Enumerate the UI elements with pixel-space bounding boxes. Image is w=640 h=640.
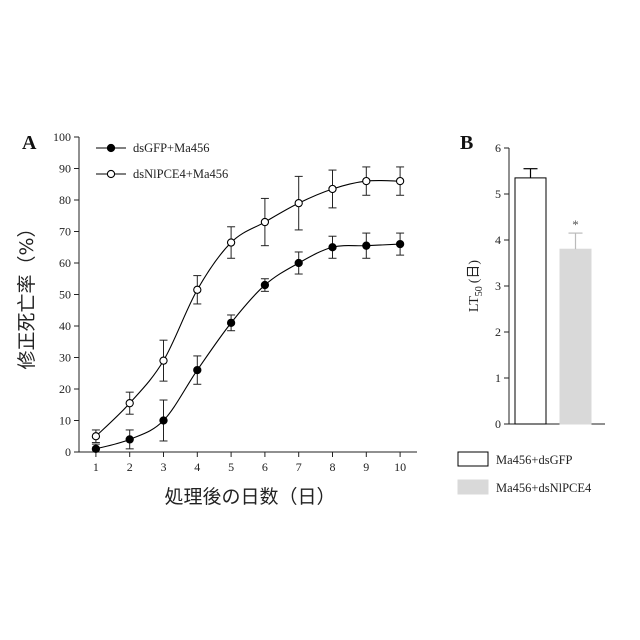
- y-tick-label: 2: [495, 325, 501, 339]
- x-tick-label: 4: [194, 460, 200, 474]
- x-tick-label: 10: [394, 460, 406, 474]
- legend-swatch: [458, 452, 488, 466]
- panel-a-series: [92, 167, 404, 453]
- data-point: [363, 178, 370, 185]
- data-point: [363, 242, 370, 249]
- panel-b-y-axis-label-sub: 50: [474, 286, 485, 296]
- panel-b-y-axis-label: LT50 (日): [467, 260, 485, 312]
- data-point: [261, 281, 268, 288]
- y-tick-label: 6: [495, 141, 501, 155]
- data-point: [329, 244, 336, 251]
- legend-label: dsNlPCE4+Ma456: [133, 167, 228, 181]
- legend-swatch: [458, 480, 488, 494]
- data-point: [194, 286, 201, 293]
- data-point: [295, 259, 302, 266]
- data-point: [126, 436, 133, 443]
- panel-a-legend: dsGFP+Ma456 dsNlPCE4+Ma456: [96, 141, 228, 181]
- legend-marker: [107, 170, 114, 177]
- data-point: [194, 367, 201, 374]
- data-point: [126, 400, 133, 407]
- y-tick-label: 4: [495, 233, 501, 247]
- y-tick-label: 100: [53, 130, 71, 144]
- series-line: [96, 244, 400, 449]
- y-tick-label: 20: [59, 382, 71, 396]
- panel-b-bars: *: [515, 169, 591, 424]
- data-point: [261, 218, 268, 225]
- panel-b-letter: B: [460, 132, 473, 154]
- x-tick-label: 8: [330, 460, 336, 474]
- data-point: [228, 319, 235, 326]
- y-tick-label: 30: [59, 351, 71, 365]
- series-line: [96, 181, 400, 437]
- x-tick-label: 5: [228, 460, 234, 474]
- panel-b-y-axis-label-main: LT: [467, 296, 482, 312]
- y-tick-label: 60: [59, 256, 71, 270]
- y-tick-label: 1: [495, 371, 501, 385]
- panel-a-y-axis-label: 修正死亡率（%）: [16, 218, 38, 369]
- x-tick-label: 7: [296, 460, 302, 474]
- panel-a-letter: A: [22, 132, 37, 154]
- data-point: [397, 178, 404, 185]
- panel-b-bar-chart: 0 1 2 3 4 5 6 * Ma456+dsGFP Ma456+dsNlPCE4 LT50…: [458, 141, 605, 495]
- panel-a-x-axis-label: 処理後の日数（日）: [164, 486, 335, 508]
- panel-b-y-axis-label-unit: (日): [467, 260, 482, 284]
- x-tick-label: 2: [127, 460, 133, 474]
- x-tick-label: 6: [262, 460, 268, 474]
- data-point: [228, 239, 235, 246]
- series-0: [92, 233, 404, 452]
- legend-label: Ma456+dsNlPCE4: [496, 481, 592, 495]
- data-point: [329, 185, 336, 192]
- legend-marker: [107, 144, 114, 151]
- bar: [560, 249, 591, 424]
- y-tick-label: 0: [65, 445, 71, 459]
- series-1: [92, 167, 404, 443]
- data-point: [295, 200, 302, 207]
- panel-a-line-chart: 0 10 20 30 40 50 60 70 80 90 100 1 2 3 4 5 6 7 8 9 10 dsGFP…: [16, 130, 417, 508]
- y-tick-label: 0: [495, 417, 501, 431]
- y-tick-label: 3: [495, 279, 501, 293]
- x-tick-label: 3: [161, 460, 167, 474]
- y-tick-label: 70: [59, 225, 71, 239]
- y-tick-label: 50: [59, 288, 71, 302]
- data-point: [92, 445, 99, 452]
- bar: [515, 178, 546, 424]
- data-point: [160, 357, 167, 364]
- data-point: [397, 241, 404, 248]
- data-point: [160, 417, 167, 424]
- panel-a-x-ticks: 1 2 3 4 5 6 7 8 9 10: [93, 452, 406, 474]
- legend-label: Ma456+dsGFP: [496, 453, 573, 467]
- panel-b-legend: Ma456+dsGFP Ma456+dsNlPCE4: [458, 452, 592, 495]
- y-tick-label: 80: [59, 193, 71, 207]
- y-tick-label: 90: [59, 162, 71, 176]
- panel-b-y-ticks: 0 1 2 3 4 5 6: [495, 141, 509, 431]
- significance-marker: *: [572, 217, 579, 232]
- data-point: [92, 433, 99, 440]
- y-tick-label: 10: [59, 414, 71, 428]
- y-tick-label: 5: [495, 187, 501, 201]
- x-tick-label: 1: [93, 460, 99, 474]
- panel-a-y-ticks: 0 10 20 30 40 50 60 70 80 90 100: [53, 130, 79, 459]
- y-tick-label: 40: [59, 319, 71, 333]
- x-tick-label: 9: [363, 460, 369, 474]
- legend-label: dsGFP+Ma456: [133, 141, 210, 155]
